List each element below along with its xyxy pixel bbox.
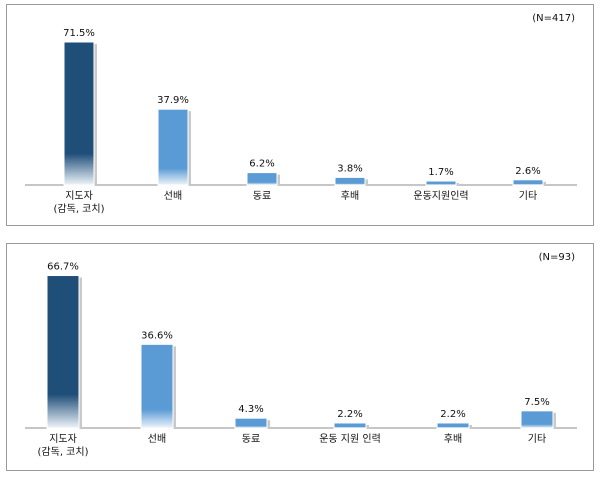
sample-size-label: (N=417) (532, 13, 575, 24)
data-label: 1.7% (428, 167, 453, 178)
bar (520, 410, 554, 429)
bar (234, 417, 268, 429)
category-label: 선배 (148, 433, 166, 445)
data-label: 66.7% (47, 262, 79, 273)
chart-panel-1: (N=417) 71.5% 지도자 (감독, 코치) 37.9% 선배 6.2% 동료 3.8… (6, 4, 594, 226)
bar (425, 180, 457, 186)
data-label: 6.2% (249, 159, 274, 170)
bar (46, 275, 80, 429)
chart-panel-2: (N=93) 66.7% 지도자 (감독, 코치) 36.6% 선배 4.3% 동료 2.2%… (6, 243, 594, 471)
category-label: 운동지원인력 (413, 190, 468, 202)
category-label: 지도자 (65, 190, 93, 202)
bar (246, 172, 278, 186)
bar (63, 41, 95, 186)
data-label: 2.2% (337, 409, 362, 420)
data-label: 3.8% (337, 163, 362, 174)
bar (436, 422, 470, 429)
bar (157, 108, 189, 186)
bar (333, 422, 367, 429)
category-label: 동료 (253, 190, 271, 202)
category-label: 기타 (519, 190, 537, 202)
data-label: 36.6% (141, 330, 173, 341)
bar (334, 176, 366, 186)
category-label: (감독, 코치) (54, 203, 105, 215)
category-label: 운동 지원 인력 (319, 433, 381, 445)
category-label: (감독, 코치) (38, 446, 89, 458)
data-label: 2.6% (515, 166, 540, 177)
bar (512, 179, 544, 186)
category-label: 후배 (444, 433, 462, 445)
bar-chart-1: 71.5% 지도자(감독, 코치) 37.9% 선배 6.2% 동료 3.8% 후배 1.7% 운… (25, 28, 577, 215)
data-label: 7.5% (524, 397, 549, 408)
bar-chart-2: 66.7% 지도자(감독, 코치) 36.6% 선배 4.3% 동료 2.2% 운동 지원 인… (25, 262, 577, 458)
category-label: 후배 (341, 190, 359, 202)
data-label: 2.2% (440, 409, 465, 420)
data-label: 4.3% (238, 404, 263, 415)
data-label: 71.5% (63, 28, 95, 39)
bar (140, 343, 174, 429)
category-label: 동료 (242, 433, 260, 445)
sample-size-label: (N=93) (538, 252, 575, 263)
category-label: 지도자 (49, 433, 77, 445)
category-label: 기타 (528, 433, 546, 445)
data-label: 37.9% (157, 95, 189, 106)
category-label: 선배 (164, 190, 182, 202)
